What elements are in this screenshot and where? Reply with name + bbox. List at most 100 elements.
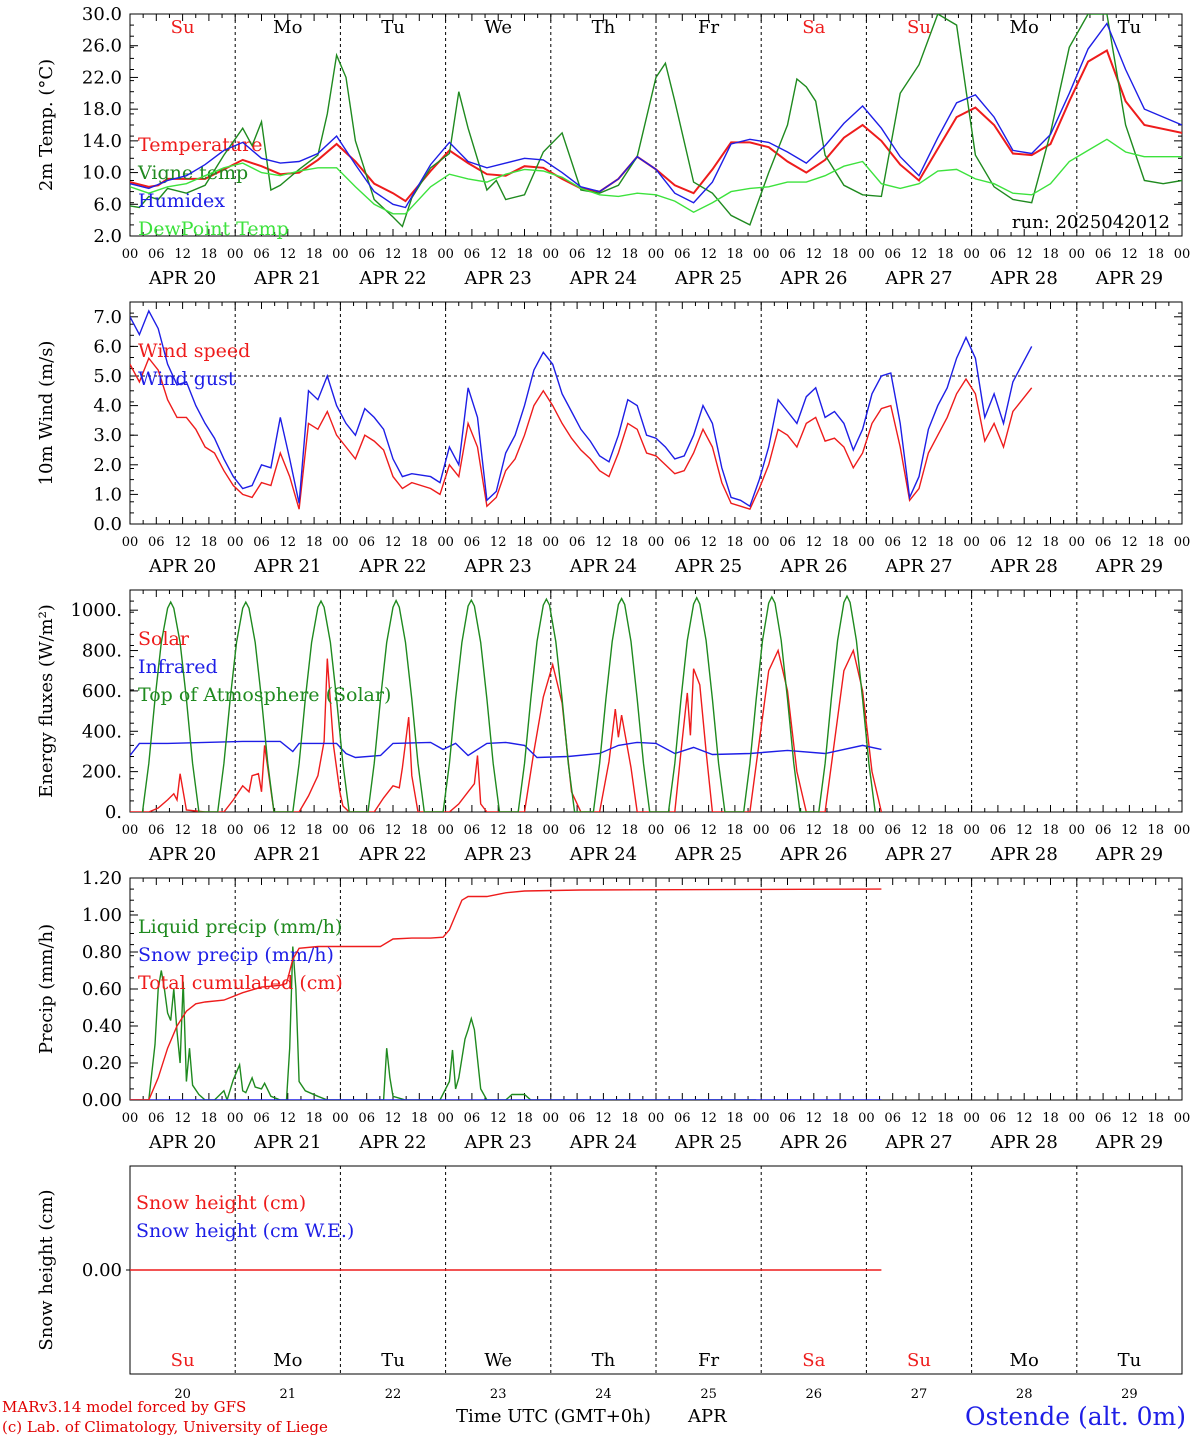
y-tick-label: 1.00 — [82, 905, 122, 926]
y-tick-label: 7.0 — [93, 307, 122, 328]
hour-tick-label: 00 — [1069, 823, 1086, 838]
hour-tick-label: 00 — [543, 823, 560, 838]
hour-tick-label: 12 — [174, 823, 191, 838]
legend-entry: DewPoint Temp — [138, 218, 289, 240]
date-label: APR 22 — [358, 268, 426, 289]
hour-tick-label: 00 — [648, 1111, 665, 1126]
hour-tick-label: 06 — [358, 535, 375, 550]
y-tick-label: 0.60 — [82, 979, 122, 1000]
hour-tick-label: 00 — [1174, 823, 1191, 838]
y-tick-label: 0.20 — [82, 1053, 122, 1074]
y-tick-label: 1.0 — [93, 484, 122, 505]
hour-tick-label: 12 — [806, 1111, 823, 1126]
legend-entry: Snow height (cm W.E.) — [136, 1220, 354, 1242]
hour-tick-label: 18 — [937, 1111, 954, 1126]
date-label: APR 26 — [779, 268, 847, 289]
date-label: APR 23 — [464, 268, 532, 289]
hour-tick-label: 00 — [858, 535, 875, 550]
y-tick-label: 5.0 — [93, 366, 122, 387]
hour-tick-label: 00 — [227, 247, 244, 262]
hour-tick-label: 12 — [490, 823, 507, 838]
hour-tick-label: 18 — [1042, 823, 1059, 838]
hour-tick-label: 00 — [858, 1111, 875, 1126]
hour-tick-label: 06 — [148, 1111, 165, 1126]
hour-tick-label: 12 — [806, 823, 823, 838]
hour-tick-label: 12 — [806, 535, 823, 550]
hour-tick-label: 18 — [727, 1111, 744, 1126]
hour-tick-label: 12 — [385, 823, 402, 838]
meteogram: 2.0 6.0 10.0 14.0 18.0 22.0 26.0 30.0 2m Temp. (… — [36, 4, 1191, 1400]
hour-tick-label: 18 — [832, 247, 849, 262]
series-line-wind-speed — [130, 356, 1033, 511]
day-abbrev: Tu — [381, 1350, 405, 1371]
date-label: APR 28 — [990, 1132, 1058, 1153]
hour-tick-label: 12 — [1121, 823, 1138, 838]
date-label: APR 24 — [569, 1132, 637, 1153]
y-axis-title: Precip (mm/h) — [36, 924, 57, 1054]
hour-tick-label: 06 — [569, 247, 586, 262]
hour-tick-label: 12 — [1016, 247, 1033, 262]
date-label: APR 25 — [674, 844, 742, 865]
legend-entry: Solar — [138, 628, 190, 650]
hour-tick-label: 12 — [595, 823, 612, 838]
hour-tick-label: 18 — [621, 535, 638, 550]
hour-tick-label: 18 — [411, 1111, 428, 1126]
hour-tick-label: 06 — [358, 1111, 375, 1126]
hour-tick-label: 06 — [884, 823, 901, 838]
day-number: 20 — [174, 1387, 191, 1400]
hour-tick-label: 18 — [411, 247, 428, 262]
hour-tick-label: 06 — [148, 247, 165, 262]
hour-tick-label: 06 — [990, 823, 1007, 838]
hour-tick-label: 12 — [911, 823, 928, 838]
series-line-vigne-temp — [130, 14, 1182, 228]
legend-entry: Vigne temp — [137, 162, 248, 184]
hour-tick-label: 06 — [253, 1111, 270, 1126]
day-number: 25 — [700, 1387, 717, 1400]
date-label: APR 20 — [148, 268, 216, 289]
hour-tick-label: 18 — [937, 535, 954, 550]
y-tick-label: 0.0 — [93, 514, 122, 535]
hour-tick-label: 00 — [858, 823, 875, 838]
hour-tick-label: 00 — [543, 535, 560, 550]
date-label: APR 27 — [884, 1132, 952, 1153]
day-number: 28 — [1016, 1387, 1033, 1400]
hour-tick-label: 00 — [227, 535, 244, 550]
hour-tick-label: 18 — [201, 535, 218, 550]
series-line-wind-gust — [130, 309, 1033, 508]
y-tick-label: 18.0 — [82, 99, 122, 120]
date-label: APR 21 — [253, 844, 321, 865]
hour-tick-label: 12 — [806, 247, 823, 262]
hour-tick-label: 18 — [516, 1111, 533, 1126]
hour-tick-label: 00 — [963, 1111, 980, 1126]
legend-entry: Wind gust — [138, 368, 236, 390]
hour-tick-label: 06 — [779, 247, 796, 262]
hour-tick-label: 06 — [674, 535, 691, 550]
hour-tick-label: 06 — [779, 823, 796, 838]
hour-tick-label: 18 — [306, 535, 323, 550]
month-label: APR — [688, 1406, 727, 1427]
hour-tick-label: 06 — [253, 535, 270, 550]
date-label: APR 20 — [148, 556, 216, 577]
hour-tick-label: 06 — [884, 247, 901, 262]
hour-tick-label: 12 — [595, 535, 612, 550]
hour-tick-label: 18 — [832, 1111, 849, 1126]
day-abbrev: Mo — [1010, 17, 1039, 38]
hour-tick-label: 00 — [648, 535, 665, 550]
date-label: APR 21 — [253, 1132, 321, 1153]
hour-tick-label: 06 — [464, 535, 481, 550]
date-label: APR 26 — [779, 1132, 847, 1153]
day-abbrev: Fr — [698, 1350, 719, 1371]
date-label: APR 29 — [1095, 268, 1163, 289]
hour-tick-label: 12 — [280, 1111, 297, 1126]
hour-tick-label: 06 — [1095, 1111, 1112, 1126]
hour-tick-label: 00 — [1069, 247, 1086, 262]
hour-tick-label: 00 — [753, 1111, 770, 1126]
day-abbrev: Mo — [273, 17, 302, 38]
hour-tick-label: 06 — [148, 823, 165, 838]
hour-tick-label: 00 — [227, 823, 244, 838]
hour-tick-label: 00 — [332, 247, 349, 262]
hour-tick-label: 06 — [990, 247, 1007, 262]
hour-tick-label: 00 — [753, 823, 770, 838]
hour-tick-label: 12 — [385, 1111, 402, 1126]
y-tick-label: 3.0 — [93, 425, 122, 446]
